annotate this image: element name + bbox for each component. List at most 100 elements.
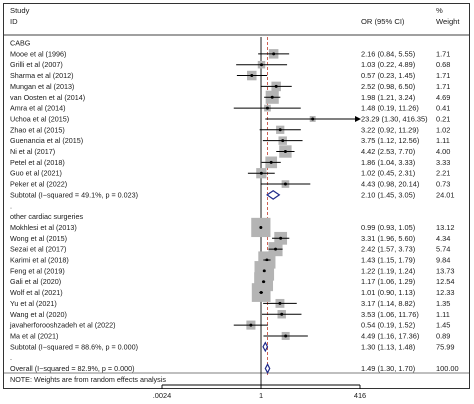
- study-point: [259, 291, 263, 295]
- subtotal-ci-text: 2.10 (1.45, 3.05): [361, 190, 415, 199]
- study-weight-text: 9.84: [436, 256, 450, 265]
- study-weight-text: 5.74: [436, 245, 450, 254]
- plot-frame: [3, 3, 470, 389]
- study-label: Yu et al (2021): [10, 299, 57, 308]
- study-weight-text: 1.11: [436, 310, 450, 319]
- study-label: Feng et al (2019): [10, 266, 65, 275]
- x-axis: .0024 1 416: [153, 384, 366, 400]
- header-study: Study: [10, 6, 30, 15]
- study-ci-text: 4.49 (1.16, 17.36): [361, 331, 419, 340]
- study-point: [259, 171, 263, 175]
- study-weight-text: 13.12: [436, 223, 455, 232]
- overall-weight-text: 100.00: [436, 364, 459, 373]
- study-label: Zhao et al (2015): [10, 125, 65, 134]
- study-point: [274, 84, 278, 88]
- study-weight-text: 1.35: [436, 299, 450, 308]
- study-weight-text: 4.69: [436, 93, 450, 102]
- study-weight-text: 12.54: [436, 277, 455, 286]
- study-label: Ma et al (2021): [10, 331, 58, 340]
- subtotal-ci-text: 1.30 (1.13, 1.48): [361, 342, 415, 351]
- study-ci-text: 3.22 (0.92, 11.29): [361, 125, 419, 134]
- study-weight-text: 2.21: [436, 169, 450, 178]
- study-point: [249, 323, 253, 327]
- x-tick-label: 1: [259, 391, 263, 400]
- study-weight-text: 1.71: [436, 49, 450, 58]
- study-weight-text: 12.33: [436, 288, 455, 297]
- study-label: Amra et al (2014): [10, 104, 66, 113]
- subtotal-diamond: [266, 189, 281, 200]
- subtotal-diamond: [262, 341, 269, 353]
- study-weight-text: 1.71: [436, 82, 450, 91]
- study-ci-text: 1.02 (0.45, 2.31): [361, 169, 415, 178]
- study-weight-text: 0.21: [436, 114, 450, 123]
- study-point: [250, 74, 254, 78]
- study-point: [280, 312, 284, 316]
- study-label: Sezai et al (2017): [10, 245, 66, 254]
- spacer-dot: .: [10, 353, 12, 362]
- study-ci-text: 3.17 (1.14, 8.82): [361, 299, 415, 308]
- study-weight-text: 0.73: [436, 180, 450, 189]
- study-label: Wolf et al (2021): [10, 288, 63, 297]
- study-ci-text: 23.29 (1.30, 416.35): [361, 114, 428, 123]
- study-point: [259, 63, 263, 67]
- study-point: [270, 95, 274, 99]
- study-ci-text: 0.57 (0.23, 1.45): [361, 71, 415, 80]
- study-label: van Oosten et al (2014): [10, 93, 85, 102]
- study-ci-text: 1.03 (0.22, 4.89): [361, 60, 415, 69]
- study-point: [311, 117, 315, 121]
- overall-ci-text: 1.49 (1.30, 1.70): [361, 364, 415, 373]
- study-label: Grilli et al (2007): [10, 60, 63, 69]
- study-label: Karimi et al (2018): [10, 256, 69, 265]
- study-label: Peker et al (2022): [10, 180, 67, 189]
- study-ci-text: 4.43 (0.98, 20.14): [361, 180, 419, 189]
- study-weight-text: 4.00: [436, 147, 450, 156]
- study-point: [265, 106, 269, 110]
- study-weight-text: 1.11: [436, 136, 450, 145]
- study-label: Mungan et al (2013): [10, 82, 74, 91]
- study-label: javaherforooshzadeh et al (2022): [9, 321, 116, 330]
- study-weight-text: 1.71: [436, 71, 450, 80]
- study-ci-text: 2.16 (0.84, 5.55): [361, 49, 415, 58]
- study-point: [262, 269, 266, 273]
- study-ci-text: 1.17 (1.06, 1.29): [361, 277, 415, 286]
- group-label: other cardiac surgeries: [10, 212, 84, 221]
- study-label: Mooe et al (1996): [10, 49, 66, 58]
- study-label: Guo et al (2021): [10, 169, 62, 178]
- study-point: [283, 182, 287, 186]
- group-label: CABG: [10, 39, 31, 48]
- study-ci-text: 1.01 (0.90, 1.13): [361, 288, 415, 297]
- subtotal-label: Subtotal (I−squared = 49.1%, p = 0.023): [10, 190, 138, 199]
- study-point: [265, 258, 269, 262]
- study-label: Wong et al (2015): [10, 234, 67, 243]
- study-label: Gali et al (2020): [10, 277, 61, 286]
- subtotal-weight-text: 75.99: [436, 342, 455, 351]
- header-effect: OR (95% CI): [361, 17, 405, 26]
- study-ci-text: 1.22 (1.19, 1.24): [361, 266, 415, 275]
- study-weight-text: 0.68: [436, 60, 450, 69]
- x-tick-label: 416: [354, 391, 366, 400]
- study-ci-text: 0.54 (0.19, 1.52): [361, 321, 415, 330]
- study-ci-text: 1.86 (1.04, 3.33): [361, 158, 415, 167]
- study-ci-text: 1.98 (1.21, 3.24): [361, 93, 415, 102]
- study-ci-text: 3.53 (1.06, 11.76): [361, 310, 419, 319]
- study-weight-text: 0.41: [436, 104, 450, 113]
- study-ci-text: 2.52 (0.98, 6.50): [361, 82, 415, 91]
- study-label: Guenancia et al (2015): [10, 136, 83, 145]
- spacer-dot: .: [10, 201, 12, 210]
- overall-label: Overall (I−squared = 82.9%, p = 0.000): [10, 364, 134, 373]
- overall-diamond: [264, 363, 271, 374]
- study-weight-text: 1.45: [436, 321, 450, 330]
- subtotal-label: Subtotal (I−squared = 88.6%, p = 0.000): [10, 342, 138, 351]
- study-point: [278, 128, 282, 132]
- study-weight-text: 1.02: [436, 125, 450, 134]
- study-point: [259, 225, 263, 229]
- x-tick-label: .0024: [153, 391, 172, 400]
- study-ci-text: 1.48 (0.19, 11.26): [361, 104, 419, 113]
- header-weight: Weight: [436, 17, 460, 26]
- header-percent: %: [436, 6, 443, 15]
- study-weight-text: 4.34: [436, 234, 450, 243]
- subtotal-weight-text: 24.01: [436, 190, 455, 199]
- study-weight-text: 13.73: [436, 266, 455, 275]
